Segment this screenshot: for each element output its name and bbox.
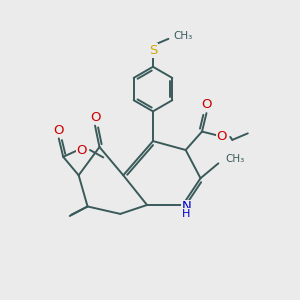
Text: O: O: [90, 111, 100, 124]
Text: CH₃: CH₃: [225, 154, 244, 164]
Text: CH₃: CH₃: [173, 32, 192, 41]
Text: O: O: [76, 143, 87, 157]
Text: O: O: [53, 124, 64, 136]
Text: N: N: [182, 200, 191, 213]
Text: H: H: [182, 209, 190, 219]
Text: S: S: [149, 44, 157, 57]
Text: O: O: [201, 98, 212, 111]
Text: O: O: [217, 130, 227, 143]
